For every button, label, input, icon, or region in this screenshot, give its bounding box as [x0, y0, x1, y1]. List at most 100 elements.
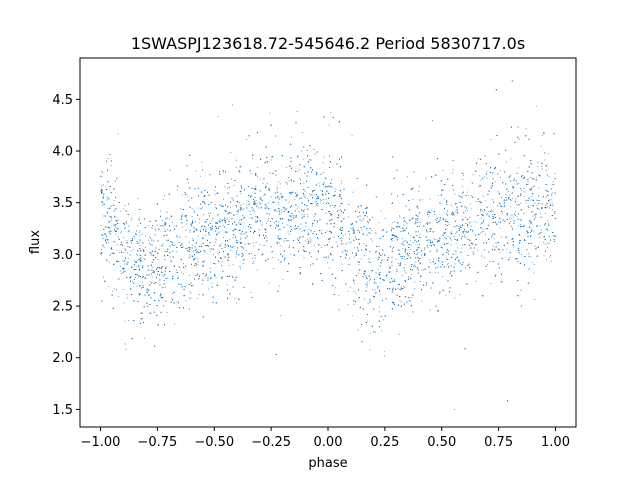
data-point — [208, 233, 210, 234]
data-point — [273, 222, 275, 224]
data-point — [457, 247, 459, 249]
data-point — [250, 292, 252, 293]
data-point — [510, 200, 512, 201]
data-point — [395, 258, 397, 260]
data-point — [117, 219, 119, 221]
data-point — [421, 269, 423, 271]
data-point — [342, 238, 344, 239]
data-point — [323, 156, 325, 158]
data-point — [123, 208, 125, 210]
data-point — [551, 205, 553, 207]
data-point — [438, 272, 439, 274]
data-point — [138, 219, 140, 220]
data-point — [384, 218, 386, 220]
data-point — [286, 208, 288, 210]
data-point — [284, 207, 286, 209]
data-point — [278, 229, 279, 231]
data-point — [135, 233, 136, 235]
data-point — [372, 295, 374, 297]
data-point — [126, 240, 128, 242]
data-point — [551, 192, 553, 194]
data-point — [186, 223, 187, 225]
data-point — [297, 171, 299, 173]
data-point — [204, 260, 205, 262]
data-point — [530, 199, 532, 201]
data-point — [533, 199, 534, 201]
data-point — [371, 230, 372, 231]
data-point — [372, 240, 373, 242]
data-point — [229, 221, 230, 222]
data-point — [331, 179, 333, 180]
data-point — [323, 172, 324, 173]
data-point — [183, 273, 184, 275]
data-point — [552, 181, 554, 183]
data-point — [157, 259, 159, 260]
data-point — [551, 209, 553, 210]
data-point — [297, 194, 298, 196]
data-point — [400, 262, 402, 263]
data-point — [171, 222, 173, 224]
data-point — [330, 253, 331, 255]
data-point — [253, 188, 255, 190]
data-point — [115, 207, 117, 209]
data-point — [537, 161, 539, 163]
data-point — [545, 170, 547, 171]
data-point — [492, 233, 494, 234]
data-point — [162, 243, 164, 245]
data-point — [492, 214, 494, 216]
data-point — [506, 248, 507, 250]
data-point — [240, 267, 241, 269]
data-point — [229, 238, 231, 240]
data-point — [142, 317, 144, 319]
data-point — [399, 300, 401, 301]
data-point — [343, 249, 345, 251]
data-point — [501, 197, 502, 198]
data-point — [487, 263, 488, 265]
data-point — [220, 243, 222, 245]
data-point — [223, 198, 225, 200]
data-point — [119, 251, 121, 253]
data-point — [531, 187, 533, 189]
data-point — [119, 270, 121, 272]
data-point — [308, 228, 310, 230]
data-point — [398, 333, 400, 335]
data-point — [530, 243, 532, 244]
data-point — [195, 170, 197, 172]
data-point — [103, 193, 105, 195]
data-point — [393, 287, 394, 289]
data-point — [349, 233, 350, 235]
data-point — [239, 224, 241, 225]
data-point — [459, 234, 461, 236]
data-point — [299, 177, 301, 179]
data-point — [456, 211, 458, 213]
data-point — [467, 191, 468, 193]
data-point — [484, 234, 486, 236]
data-point — [493, 238, 495, 240]
data-point — [103, 276, 104, 278]
data-point — [518, 212, 520, 214]
data-point — [217, 116, 219, 118]
data-point — [305, 229, 307, 231]
data-point — [214, 204, 216, 205]
data-point — [444, 198, 446, 200]
data-point — [110, 165, 112, 166]
data-point — [529, 236, 531, 238]
data-point — [107, 158, 109, 160]
data-point — [527, 183, 529, 185]
data-point — [240, 237, 242, 239]
data-point — [427, 245, 428, 247]
data-point — [162, 199, 164, 200]
data-point — [224, 186, 226, 188]
data-point — [192, 251, 194, 253]
data-point — [236, 250, 238, 251]
data-point — [252, 242, 254, 244]
data-point — [517, 219, 519, 221]
data-point — [476, 222, 478, 223]
data-point — [202, 225, 204, 226]
data-point — [475, 201, 477, 202]
data-point — [106, 212, 108, 213]
data-point — [240, 193, 242, 195]
data-point — [414, 281, 416, 283]
data-point — [517, 213, 519, 215]
data-point — [240, 238, 242, 240]
